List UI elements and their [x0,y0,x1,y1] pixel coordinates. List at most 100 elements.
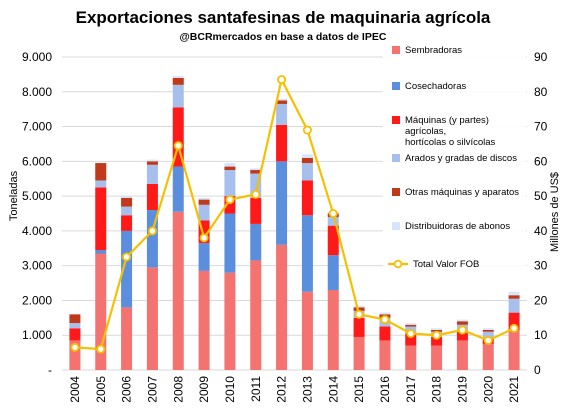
chart-subtitle: @BCRmercados en base a datos de IPEC [180,31,387,43]
bar-segment [224,272,236,370]
legend-label-line: Cosechadoras [405,81,467,92]
chart-title: Exportaciones santafesinas de maquinaria… [76,8,491,27]
total-fob-point [199,233,209,243]
left-tick-label: 1.000 [22,328,52,342]
x-tick-label: 2005 [94,376,108,403]
legend-swatch [392,46,400,54]
bar-segment [301,215,313,292]
bar-segment [95,250,107,254]
x-tick-label: 2012 [275,376,289,403]
total-fob-point [147,226,157,236]
bar-segment [172,76,184,78]
legend-line-marker [393,259,403,269]
bar-segment [198,243,210,271]
bar-segment [198,199,210,205]
bar-segment [301,180,313,216]
bar-segment [69,340,81,370]
x-tick-label: 2015 [352,376,366,403]
bar-segment [95,187,107,251]
bar-segment [95,180,107,188]
total-fob-point [225,195,235,205]
bar-segment [146,161,158,165]
total-fob-point [277,75,287,85]
bar-segment [301,154,313,158]
x-tick-label: 2007 [145,376,159,403]
bar-segment [276,161,288,245]
x-tick-label: 2021 [507,376,521,403]
total-fob-point [173,141,183,151]
right-tick-label: 50 [534,189,548,203]
bar-segment [327,225,339,256]
bar-segment [456,340,468,370]
bar-segment [353,307,365,311]
bar-segment [405,333,417,346]
legend-label-line: Otras máquinas y aparatos [405,187,519,198]
bar-segment [379,326,391,341]
legend-label-line: agrícolas, [405,126,446,137]
legend-label-line: Máquinas (y partes) [405,115,489,126]
bar-segment [250,168,262,171]
legend: Sembradoras Cosechadoras Máquinas (y parte… [383,40,526,290]
bar-segment [301,157,313,164]
right-tick-label: 10 [534,328,548,342]
total-fob-point [328,208,338,218]
right-tick-label: 40 [534,224,548,238]
bar-segment [146,210,158,268]
x-tick-label: 2004 [68,376,82,403]
legend-swatch [392,82,400,90]
total-fob-line [70,75,519,354]
left-tick-label: 9.000 [22,50,52,64]
left-tick-label: 2.000 [22,293,52,307]
total-fob-point [302,125,312,135]
x-tick-label: 2016 [378,376,392,403]
total-fob-point [251,189,261,199]
bar-segment [121,196,133,198]
legend-label: Total Valor FOB [413,259,479,270]
bar-segment [508,330,520,370]
right-tick-label: 70 [534,120,548,134]
legend-background [383,40,526,290]
legend-label-line: Arados y gradas de discos [405,153,517,164]
bar-segment [456,319,468,322]
bar-segment [146,267,158,370]
bar-segment [301,163,313,181]
x-tick-label: 2010 [223,376,237,403]
bar-segment [121,307,133,370]
bar-segment [172,77,184,85]
bar-segment [327,255,339,291]
bar-segment [224,196,236,214]
bar-segment [69,323,81,329]
x-tick-label: 2014 [326,376,340,403]
bar-segment [121,230,133,308]
bar-segment [456,331,468,341]
bar-segment [146,159,158,162]
legend-swatch [392,154,400,162]
bars [69,76,520,370]
bar-segment [482,330,494,332]
left-tick-label: 3.000 [22,259,52,273]
right-axis-ticks: 0 10 20 30 40 50 60 70 80 90 [534,50,548,377]
legend-swatch [392,188,400,196]
bar-segment [508,291,520,296]
bar-segment [121,197,133,207]
bar-segment [276,98,288,101]
bar-segment [431,345,443,370]
left-tick-label: - [48,363,52,377]
bar-segment [198,270,210,370]
total-fob-point [432,330,442,340]
bar-segment [250,170,262,174]
bar-segment [121,215,133,231]
legend-label-line: Sembradoras [405,45,462,56]
bar-segment [250,173,262,198]
legend-label: Cosechadoras [405,81,467,92]
bar-segment [379,312,391,315]
total-fob-point [354,309,364,319]
right-axis-label: Millones de US$ [549,172,561,252]
x-tick-label: 2009 [197,376,211,403]
right-tick-label: 0 [534,363,541,377]
legend-swatch [392,116,400,124]
bar-segment [276,100,288,104]
total-fob-point [70,342,80,352]
